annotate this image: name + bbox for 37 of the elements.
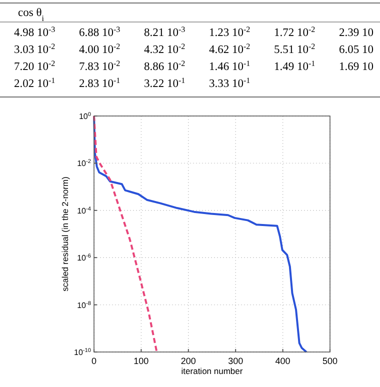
x-axis-title: iteration number: [181, 366, 243, 376]
text: 2.83 10$^{-1}$: [79, 76, 120, 90]
y-axis-title: scaled residual (in the 2-norm): [60, 176, 70, 292]
text: 1.23 10$^{-2}$: [209, 24, 250, 39]
text: cos θ$_{i}$: [18, 7, 45, 22]
text: 8.21 10$^{-3}$: [144, 24, 186, 39]
text: 1.72 10$^{-2}$: [274, 24, 316, 39]
text: 8.86 10$^{-2}$: [144, 58, 186, 73]
text: 6.05 10: [339, 44, 374, 56]
x-tick-label: 100: [134, 356, 149, 366]
y-tick-label: 10$^{0}$: [78, 112, 91, 121]
text: 1.49 10$^{-1}$: [274, 58, 316, 73]
x-tick-label: 400: [275, 356, 290, 366]
y-tick-label: 10$^{-6}$: [77, 254, 91, 263]
text: 4.98 10$^{-3}$: [14, 24, 56, 39]
text: 4.62 10$^{-2}$: [209, 42, 250, 56]
x-tick-label: 0: [91, 356, 97, 366]
y-tick-label: 10$^{-10}$: [74, 348, 91, 357]
y-tick-label: 10$^{-8}$: [77, 300, 91, 310]
text: 1.69 10: [339, 61, 374, 73]
text: 5.51 10$^{-2}$: [274, 42, 316, 56]
text: 3.03 10$^{-2}$: [14, 42, 56, 56]
x-tick-label: 500: [322, 356, 338, 366]
y-tick-label: 10$^{-4}$: [77, 206, 91, 216]
text: 2.39 10: [339, 27, 374, 39]
x-tick-label: 300: [228, 356, 244, 366]
text: 2.02 10$^{-1}$: [14, 76, 56, 90]
y-tick-label: 10$^{-2}$: [77, 159, 91, 168]
text: 7.83 10$^{-2}$: [79, 58, 120, 73]
text: 6.88 10$^{-3}$: [79, 24, 120, 39]
x-tick-label: 200: [180, 356, 196, 366]
text: 1.46 10$^{-1}$: [209, 58, 250, 73]
text: 7.20 10$^{-2}$: [14, 58, 56, 73]
text: 3.33 10$^{-1}$: [209, 76, 250, 90]
text: 4.32 10$^{-2}$: [144, 42, 186, 56]
text: 3.22 10$^{-1}$: [144, 76, 186, 90]
text: 4.00 10$^{-2}$: [79, 42, 120, 56]
